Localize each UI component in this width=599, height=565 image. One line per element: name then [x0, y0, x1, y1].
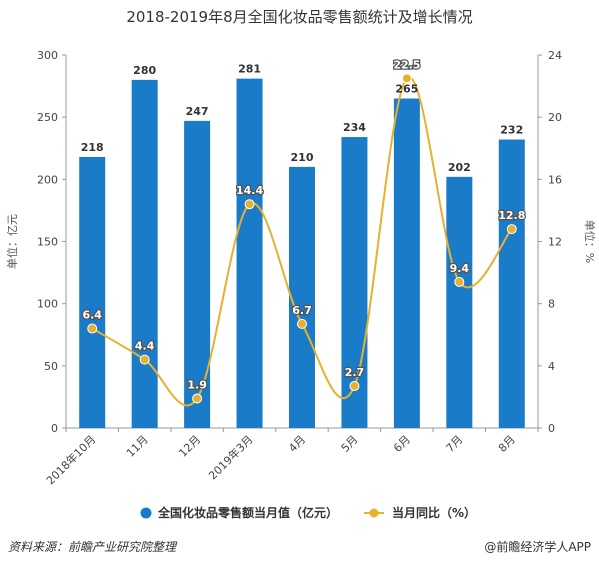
- line-value-label: 6.4: [82, 309, 102, 322]
- line-point: [401, 73, 412, 84]
- y-right-tick-label: 24: [548, 49, 562, 62]
- legend-bar-label: 全国化妆品零售额当月值（亿元）: [157, 505, 338, 520]
- y-left-tick-label: 300: [37, 49, 58, 62]
- y-right-tick-label: 12: [548, 236, 562, 249]
- y-left-tick-label: 50: [44, 360, 58, 373]
- line-point: [87, 323, 98, 334]
- x-tick-label: 7月: [444, 433, 466, 455]
- bar-value-label: 232: [500, 124, 523, 137]
- bar: [498, 139, 525, 428]
- line-value-label: 12.8: [498, 209, 525, 222]
- line-value-label: 22.5: [393, 58, 420, 71]
- legend-bar-marker: [140, 507, 152, 519]
- line-value-label: 2.7: [345, 366, 365, 379]
- line-value-label: 1.9: [187, 378, 207, 391]
- y-right-tick-label: 20: [548, 111, 562, 124]
- x-tick-label: 8月: [496, 433, 518, 455]
- line-point: [297, 318, 307, 329]
- bar-value-label: 247: [186, 105, 209, 118]
- bar: [289, 166, 315, 428]
- source-note: 资料来源：前瞻产业研究院整理: [8, 540, 177, 554]
- bar: [446, 176, 473, 428]
- y-left-tick-label: 100: [37, 298, 58, 311]
- x-tick-label: 4月: [286, 433, 308, 455]
- line-point: [506, 224, 517, 235]
- x-tick-label: 11月: [124, 433, 151, 460]
- line-point: [139, 354, 150, 365]
- data-labels: 218 280 247 281 210 234 265 202 232 6.4 4.4 1.9 14.4…: [81, 57, 527, 393]
- bar-value-label: 210: [291, 151, 314, 164]
- y-right-tick-label: 4: [548, 360, 555, 373]
- chart-title: 2018-2019年8月全国化妆品零售额统计及增长情况: [126, 8, 473, 26]
- line-value-label: 4.4: [135, 340, 155, 353]
- bar-value-label: 202: [448, 161, 471, 174]
- line-value-label: 14.4: [236, 184, 263, 197]
- bars: [79, 78, 525, 429]
- line-point: [244, 199, 255, 210]
- bar: [131, 79, 158, 428]
- y-left-tick-label: 200: [37, 173, 58, 186]
- y-axis-left-title: 单位：亿元: [5, 214, 19, 269]
- x-tick-label: 2019年3月: [205, 432, 255, 482]
- y-right-tick-label: 0: [548, 422, 555, 435]
- y-right-tick-label: 8: [548, 298, 555, 311]
- legend-line-marker: [369, 508, 379, 518]
- line-point: [192, 393, 203, 404]
- y-axis-right-title: 单位：%: [583, 220, 597, 263]
- bar-value-label: 280: [133, 64, 156, 77]
- line-series: [87, 73, 517, 407]
- x-tick-label: 12月: [176, 433, 203, 460]
- legend-line-label: 当月同比（%）: [392, 505, 476, 520]
- line-point: [454, 276, 465, 287]
- bar: [236, 78, 263, 428]
- x-tick-label: 5月: [339, 433, 361, 455]
- x-tick-label: 6月: [391, 433, 413, 455]
- y-left-tick-label: 0: [51, 422, 58, 435]
- bar-value-label: 218: [81, 141, 104, 154]
- y-left-tick-label: 250: [37, 111, 58, 124]
- bar: [393, 98, 420, 429]
- bar-value-label: 281: [238, 63, 261, 76]
- x-tick-label: 2018年10月: [43, 432, 98, 487]
- bar-value-label: 265: [395, 83, 418, 96]
- line-value-label: 6.7: [292, 304, 312, 317]
- bar-value-label: 234: [343, 121, 366, 134]
- line-point: [349, 381, 360, 392]
- y-right-tick-label: 16: [548, 173, 562, 186]
- line-value-label: 9.4: [450, 262, 470, 275]
- legend: 全国化妆品零售额当月值（亿元） 当月同比（%）: [140, 505, 476, 520]
- bar: [341, 137, 368, 428]
- brand-mark: @前瞻经济学人APP: [484, 540, 591, 554]
- bar: [79, 156, 106, 428]
- line-path: [91, 76, 513, 407]
- y-left-tick-label: 150: [37, 236, 58, 249]
